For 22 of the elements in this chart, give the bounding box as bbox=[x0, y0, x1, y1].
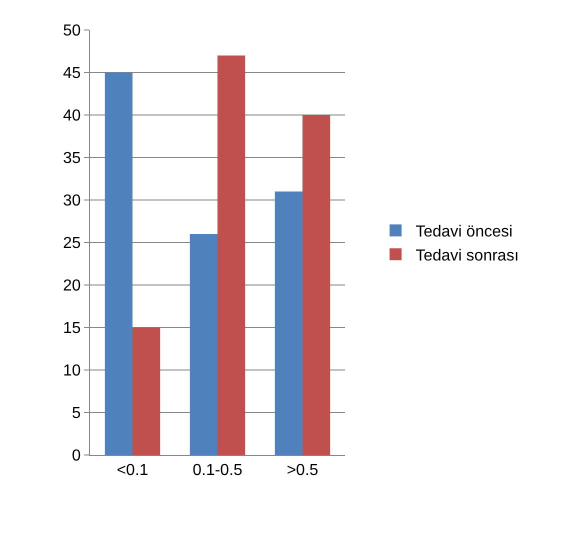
x-tick-label: <0.1 bbox=[116, 462, 148, 480]
bar bbox=[132, 328, 160, 455]
y-tick-label: 25 bbox=[63, 235, 81, 252]
x-tick-label: >0.5 bbox=[286, 462, 318, 480]
y-tick-label: 20 bbox=[63, 278, 81, 295]
y-tick-label: 10 bbox=[63, 362, 81, 380]
y-tick-label: 0 bbox=[72, 448, 81, 465]
y-tick-label: 50 bbox=[63, 22, 81, 40]
y-tick-label: 35 bbox=[63, 150, 81, 168]
y-tick-label: 40 bbox=[63, 108, 81, 125]
y-tick-label: 15 bbox=[63, 320, 81, 338]
y-tick-label: 30 bbox=[63, 192, 81, 210]
bar bbox=[302, 115, 330, 455]
y-tick-label: 45 bbox=[63, 65, 81, 82]
bar bbox=[274, 192, 302, 455]
bar bbox=[218, 56, 246, 455]
legend-label: Tedavi sonrası bbox=[416, 247, 519, 264]
bar bbox=[104, 72, 132, 455]
x-tick-label: 0.1-0.5 bbox=[192, 462, 243, 480]
bar bbox=[190, 234, 218, 455]
legend-label: Tedavi öncesi bbox=[416, 224, 513, 241]
y-tick-label: 5 bbox=[72, 405, 81, 422]
